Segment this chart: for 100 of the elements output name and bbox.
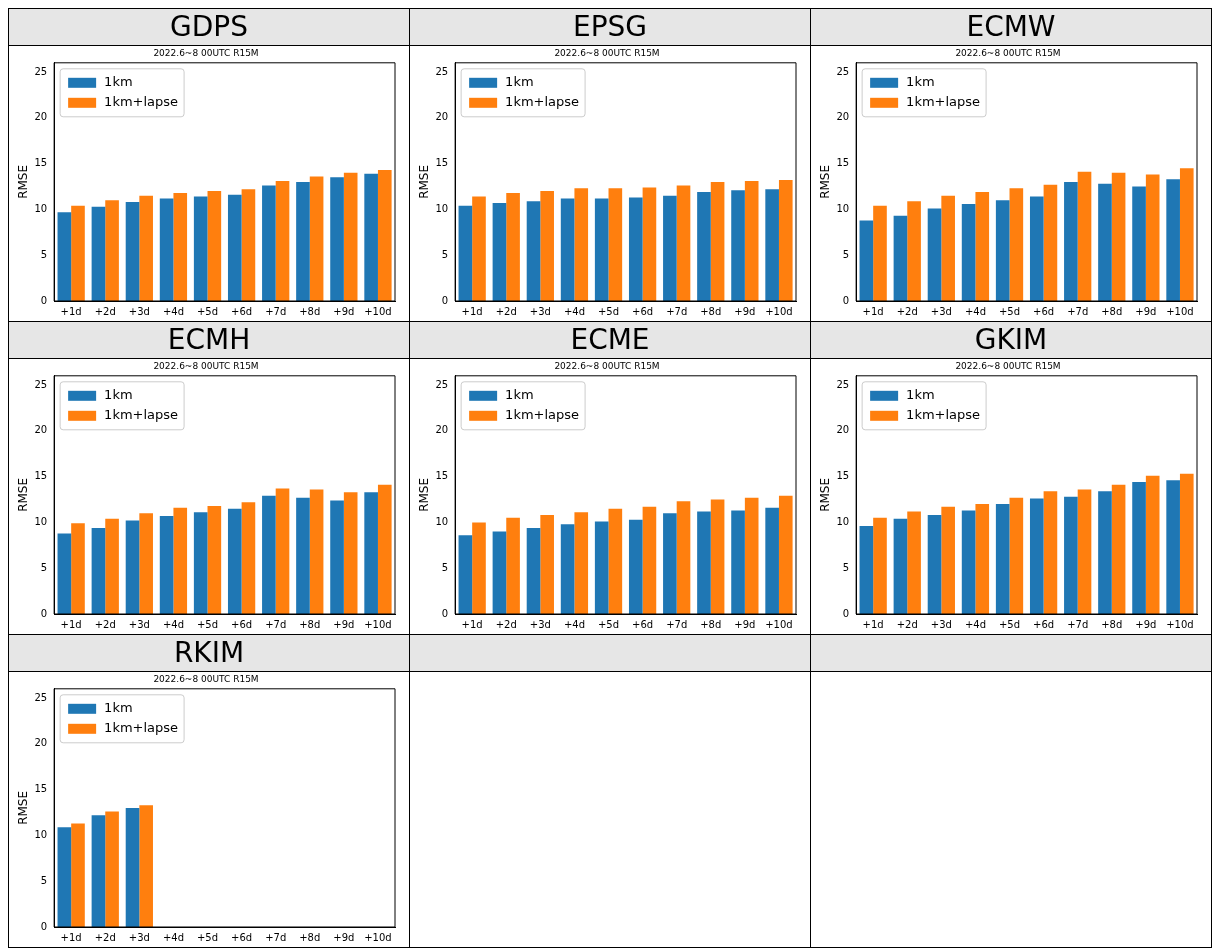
- legend-label: 1km+lapse: [906, 94, 981, 110]
- x-tick-label: +5d: [196, 931, 219, 943]
- y-axis-title: RMSE: [818, 477, 833, 512]
- legend-label: 1km+lapse: [104, 94, 179, 110]
- chart-subtitle: 2022.6~8 00UTC R15M: [153, 47, 259, 58]
- x-tick-label: +2d: [495, 618, 517, 630]
- y-tick-label: 15: [836, 470, 850, 482]
- y-axis-title: RMSE: [417, 477, 432, 512]
- x-tick-label: +8d: [299, 305, 321, 317]
- x-tick-label: +9d: [734, 305, 756, 317]
- y-tick-label: 5: [842, 248, 850, 260]
- y-axis-title: RMSE: [16, 790, 31, 825]
- chart-subtitle: 2022.6~8 00UTC R15M: [554, 360, 660, 371]
- x-tick-label: +1d: [60, 618, 82, 630]
- x-tick-label: +1d: [60, 305, 82, 317]
- x-tick-label: +7d: [265, 305, 287, 317]
- y-tick-label: 10: [435, 202, 449, 214]
- legend-label: 1km: [906, 387, 935, 403]
- x-tick-label: +3d: [529, 618, 551, 630]
- x-tick-label: +9d: [1135, 305, 1157, 317]
- x-tick-label: +5d: [597, 305, 620, 317]
- x-tick-label: +2d: [94, 618, 116, 630]
- y-tick-label: 5: [842, 561, 850, 573]
- y-tick-label: 15: [435, 157, 449, 169]
- y-axis-title: RMSE: [417, 164, 432, 199]
- legend-label: 1km: [104, 387, 133, 403]
- x-tick-label: +9d: [333, 618, 355, 630]
- x-tick-label: +2d: [495, 305, 517, 317]
- x-tick-label: +7d: [265, 931, 287, 943]
- y-tick-label: 10: [836, 202, 850, 214]
- x-tick-label: +4d: [162, 305, 184, 317]
- legend-label: 1km+lapse: [906, 407, 981, 423]
- y-tick-label: 0: [40, 607, 48, 619]
- legend-label: 1km: [906, 74, 935, 90]
- x-tick-label: +5d: [998, 305, 1021, 317]
- x-tick-label: +4d: [162, 618, 184, 630]
- x-tick-label: +10d: [364, 305, 392, 317]
- chart-subtitle: 2022.6~8 00UTC R15M: [955, 47, 1061, 58]
- chart-title: RKIM: [9, 635, 409, 672]
- x-tick-label: +9d: [333, 931, 355, 943]
- chart-subtitle: 2022.6~8 00UTC R15M: [955, 360, 1061, 371]
- y-tick-label: 10: [836, 515, 850, 527]
- x-tick-label: +4d: [964, 305, 986, 317]
- x-tick-label: +6d: [1033, 305, 1055, 317]
- x-tick-label: +7d: [1067, 305, 1089, 317]
- x-tick-label: +9d: [1135, 618, 1157, 630]
- y-tick-label: 25: [836, 378, 850, 390]
- x-tick-label: +1d: [862, 618, 884, 630]
- legend-label: 1km+lapse: [104, 720, 179, 736]
- x-tick-label: +6d: [632, 618, 654, 630]
- y-tick-label: 20: [435, 424, 449, 436]
- legend-label: 1km+lapse: [104, 407, 179, 423]
- chart-title: GDPS: [9, 9, 409, 46]
- x-tick-label: +7d: [1067, 618, 1089, 630]
- chart-title: GKIM: [811, 322, 1211, 359]
- x-tick-label: +8d: [1101, 305, 1123, 317]
- y-axis-title: RMSE: [16, 164, 31, 199]
- y-tick-label: 5: [40, 561, 48, 573]
- x-tick-label: +2d: [94, 305, 116, 317]
- y-tick-label: 25: [34, 65, 48, 77]
- y-tick-label: 20: [836, 424, 850, 436]
- x-tick-label: +7d: [666, 618, 688, 630]
- y-tick-label: 5: [40, 874, 48, 886]
- x-tick-label: +5d: [196, 305, 219, 317]
- x-tick-label: +3d: [930, 305, 952, 317]
- x-tick-label: +3d: [128, 931, 150, 943]
- y-tick-label: 0: [40, 294, 48, 306]
- x-tick-label: +6d: [231, 931, 253, 943]
- x-tick-label: +8d: [700, 618, 722, 630]
- x-tick-label: +3d: [529, 305, 551, 317]
- y-tick-label: 20: [34, 737, 48, 749]
- x-tick-label: +1d: [60, 931, 82, 943]
- y-axis-title: RMSE: [818, 164, 833, 199]
- y-tick-label: 15: [836, 157, 850, 169]
- x-tick-label: +5d: [597, 618, 620, 630]
- x-tick-label: +8d: [299, 931, 321, 943]
- x-tick-label: +2d: [896, 618, 918, 630]
- y-tick-label: 15: [34, 783, 48, 795]
- chart-title: ECME: [410, 322, 810, 359]
- y-tick-label: 10: [34, 828, 48, 840]
- x-tick-label: +10d: [765, 305, 793, 317]
- y-tick-label: 0: [842, 607, 850, 619]
- x-tick-label: +4d: [563, 305, 585, 317]
- x-tick-label: +5d: [196, 618, 219, 630]
- x-tick-label: +1d: [461, 618, 483, 630]
- y-tick-label: 0: [40, 920, 48, 932]
- x-tick-label: +10d: [1166, 618, 1194, 630]
- y-tick-label: 15: [435, 470, 449, 482]
- legend-label: 1km+lapse: [505, 94, 580, 110]
- x-tick-label: +2d: [94, 931, 116, 943]
- legend-label: 1km: [104, 700, 133, 716]
- x-tick-label: +5d: [998, 618, 1021, 630]
- x-tick-label: +1d: [862, 305, 884, 317]
- x-tick-label: +1d: [461, 305, 483, 317]
- y-tick-label: 10: [34, 202, 48, 214]
- x-tick-label: +2d: [896, 305, 918, 317]
- legend-label: 1km+lapse: [505, 407, 580, 423]
- x-tick-label: +7d: [666, 305, 688, 317]
- y-tick-label: 15: [34, 470, 48, 482]
- y-tick-label: 20: [34, 424, 48, 436]
